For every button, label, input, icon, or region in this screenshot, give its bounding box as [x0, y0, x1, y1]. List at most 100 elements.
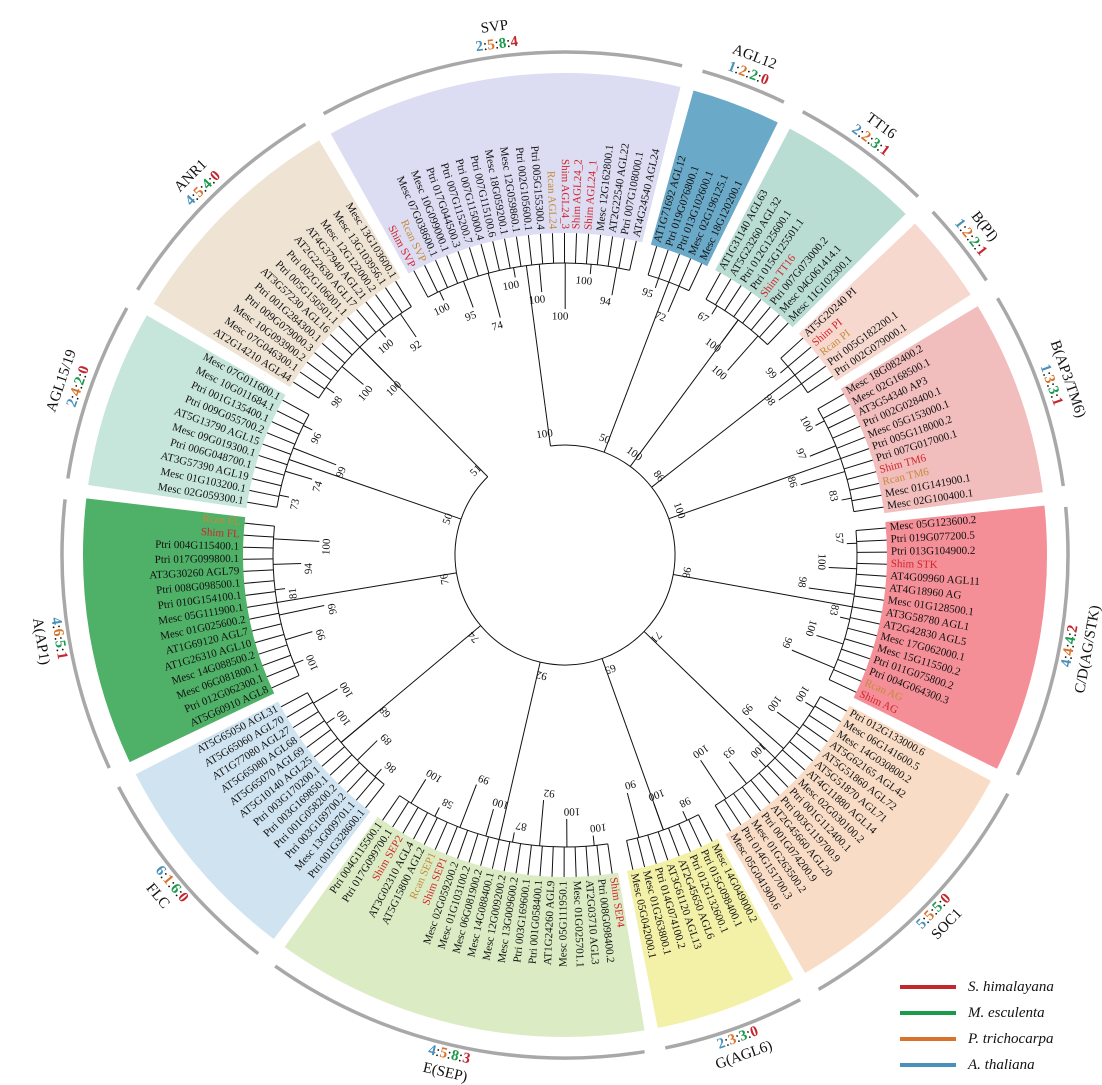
- legend-label: A. thaliana: [968, 1056, 1035, 1073]
- bootstrap-label: 92: [535, 668, 548, 682]
- terminal-branch: [527, 845, 532, 875]
- terminal-branch: [286, 701, 314, 718]
- clade-counts: 2:3:3:0: [715, 1024, 760, 1053]
- clade-band: [840, 306, 1043, 514]
- terminal-branch: [480, 836, 489, 866]
- backbone-arc: [550, 444, 605, 453]
- backbone-branch: [673, 574, 772, 593]
- backbone-arc: [651, 486, 670, 519]
- leaf-label: AT3G30260 AGL79: [149, 565, 240, 582]
- bootstrap-label: 96: [309, 430, 325, 446]
- backbone-branch: [449, 625, 481, 652]
- clade-branch-arc: [780, 357, 809, 393]
- count-value: 5: [438, 1045, 449, 1062]
- bootstrap-label: 100: [764, 693, 784, 714]
- internal-branch: [341, 366, 364, 385]
- bootstrap-label: 50: [440, 511, 455, 526]
- internal-branch: [340, 712, 377, 743]
- terminal-branch: [243, 569, 274, 572]
- bootstrap-label: 99: [738, 701, 755, 718]
- internal-branch: [511, 832, 515, 843]
- internal-branch: [815, 420, 825, 426]
- terminal-branch: [574, 846, 577, 877]
- clade-branch-arc: [626, 814, 699, 841]
- terminal-branch: [647, 834, 657, 864]
- internal-branch: [462, 281, 474, 308]
- terminal-branch: [266, 432, 296, 445]
- terminal-branch: [596, 234, 602, 265]
- terminal-branch: [504, 238, 511, 269]
- clade-arc: [136, 122, 307, 291]
- terminal-branch: [851, 494, 882, 502]
- internal-branch: [758, 759, 767, 768]
- clade-band: [626, 838, 794, 1028]
- bootstrap-label: 92: [408, 338, 424, 354]
- backbone-arc: [460, 476, 489, 520]
- bootstrap-label: 99: [779, 635, 795, 650]
- terminal-branch: [266, 665, 295, 678]
- count-value: 2: [1065, 624, 1082, 634]
- terminal-branch: [766, 765, 789, 788]
- bootstrap-label: 81: [287, 587, 300, 599]
- clade-arc: [801, 110, 920, 198]
- terminal-branch: [299, 371, 326, 390]
- count-value: 8: [498, 36, 508, 53]
- internal-branch: [780, 366, 789, 374]
- bootstrap-label: 100: [671, 501, 688, 521]
- count-separator: :: [434, 1044, 442, 1061]
- backbone-branch: [651, 462, 684, 488]
- leaf-label: Mesc 01G025701.1: [571, 881, 586, 968]
- internal-branch: [589, 264, 592, 275]
- terminal-branch: [807, 375, 833, 394]
- count-separator: :: [1064, 631, 1080, 638]
- terminal-branch: [468, 833, 479, 863]
- internal-branch: [776, 711, 800, 730]
- terminal-branch: [306, 729, 332, 748]
- count-value: 5: [486, 37, 496, 54]
- clade-stem: [672, 658, 776, 759]
- terminal-branch: [329, 754, 353, 776]
- internal-branch: [434, 807, 440, 817]
- terminal-branch: [827, 414, 856, 429]
- terminal-branch: [321, 343, 346, 364]
- internal-branch: [273, 538, 320, 542]
- bootstrap-label: 99: [326, 602, 340, 616]
- backbone-arc: [540, 658, 603, 666]
- bootstrap-label: 100: [528, 293, 546, 306]
- count-value: 4: [509, 34, 519, 51]
- bootstrap-label: 83: [827, 603, 841, 617]
- bootstrap-label: 99: [476, 771, 491, 786]
- clade-arc: [817, 792, 1010, 991]
- terminal-branch: [817, 393, 845, 410]
- bootstrap-label: 100: [797, 414, 815, 435]
- terminal-branch: [299, 720, 325, 739]
- bootstrap-label: 89: [378, 731, 395, 748]
- terminal-branch: [657, 831, 669, 861]
- terminal-branch: [846, 471, 877, 480]
- clade-stem: [498, 759, 519, 840]
- legend-swatch: [900, 1037, 956, 1041]
- count-separator: :: [1046, 391, 1062, 400]
- terminal-branch: [255, 466, 285, 476]
- bootstrap-label: 68: [377, 703, 394, 720]
- bootstrap-label: 93: [720, 744, 736, 761]
- internal-branch: [513, 267, 516, 278]
- backbone-arc: [455, 572, 482, 626]
- terminal-branch: [647, 246, 658, 276]
- terminal-branch: [742, 299, 762, 324]
- terminal-branch: [262, 654, 291, 667]
- terminal-branch: [782, 749, 806, 771]
- internal-branch: [273, 562, 302, 565]
- internal-branch: [816, 634, 844, 645]
- terminal-branch: [607, 843, 613, 874]
- terminal-branch: [491, 839, 500, 869]
- bootstrap-label: 95: [640, 286, 655, 301]
- clade-arc: [702, 69, 785, 104]
- terminal-branch: [346, 769, 368, 793]
- terminal-branch: [833, 669, 862, 682]
- terminal-branch: [457, 251, 469, 280]
- backbone-branch: [366, 485, 462, 520]
- leaf-label: Ptri 019G077200.5: [890, 529, 975, 545]
- clade-counts: 1:2:2:0: [725, 59, 770, 89]
- clade-arc: [996, 297, 1065, 487]
